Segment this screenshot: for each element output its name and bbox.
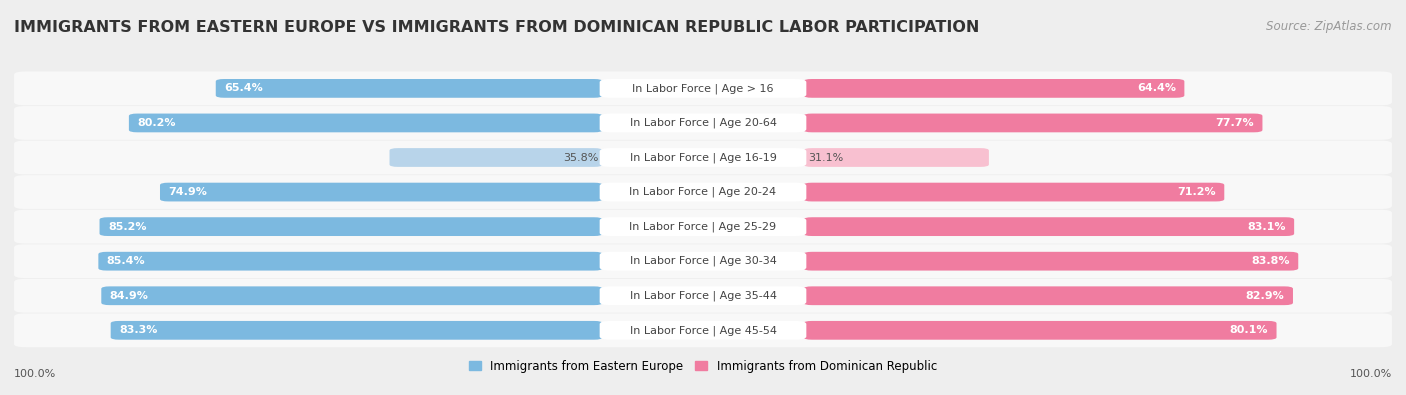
Text: 71.2%: 71.2% <box>1177 187 1216 197</box>
Text: 83.8%: 83.8% <box>1251 256 1289 266</box>
Text: 83.1%: 83.1% <box>1247 222 1285 231</box>
Text: 80.2%: 80.2% <box>138 118 176 128</box>
Text: 74.9%: 74.9% <box>169 187 207 197</box>
Text: 82.9%: 82.9% <box>1246 291 1285 301</box>
Text: 80.1%: 80.1% <box>1230 325 1268 335</box>
Text: In Labor Force | Age 25-29: In Labor Force | Age 25-29 <box>630 221 776 232</box>
Text: 64.4%: 64.4% <box>1137 83 1175 93</box>
Text: In Labor Force | Age > 16: In Labor Force | Age > 16 <box>633 83 773 94</box>
Text: 100.0%: 100.0% <box>14 369 56 379</box>
Text: In Labor Force | Age 45-54: In Labor Force | Age 45-54 <box>630 325 776 336</box>
Text: In Labor Force | Age 35-44: In Labor Force | Age 35-44 <box>630 290 776 301</box>
Text: 83.3%: 83.3% <box>120 325 157 335</box>
Text: In Labor Force | Age 16-19: In Labor Force | Age 16-19 <box>630 152 776 163</box>
Text: In Labor Force | Age 20-24: In Labor Force | Age 20-24 <box>630 187 776 198</box>
Text: 85.4%: 85.4% <box>107 256 145 266</box>
Text: IMMIGRANTS FROM EASTERN EUROPE VS IMMIGRANTS FROM DOMINICAN REPUBLIC LABOR PARTI: IMMIGRANTS FROM EASTERN EUROPE VS IMMIGR… <box>14 20 980 35</box>
Text: 84.9%: 84.9% <box>110 291 149 301</box>
Text: Source: ZipAtlas.com: Source: ZipAtlas.com <box>1267 20 1392 33</box>
Text: 31.1%: 31.1% <box>808 152 844 162</box>
Text: In Labor Force | Age 30-34: In Labor Force | Age 30-34 <box>630 256 776 267</box>
Text: In Labor Force | Age 20-64: In Labor Force | Age 20-64 <box>630 118 776 128</box>
Legend: Immigrants from Eastern Europe, Immigrants from Dominican Republic: Immigrants from Eastern Europe, Immigran… <box>464 355 942 377</box>
Text: 100.0%: 100.0% <box>1350 369 1392 379</box>
Text: 77.7%: 77.7% <box>1215 118 1254 128</box>
Text: 35.8%: 35.8% <box>562 152 599 162</box>
Text: 85.2%: 85.2% <box>108 222 146 231</box>
Text: 65.4%: 65.4% <box>224 83 263 93</box>
